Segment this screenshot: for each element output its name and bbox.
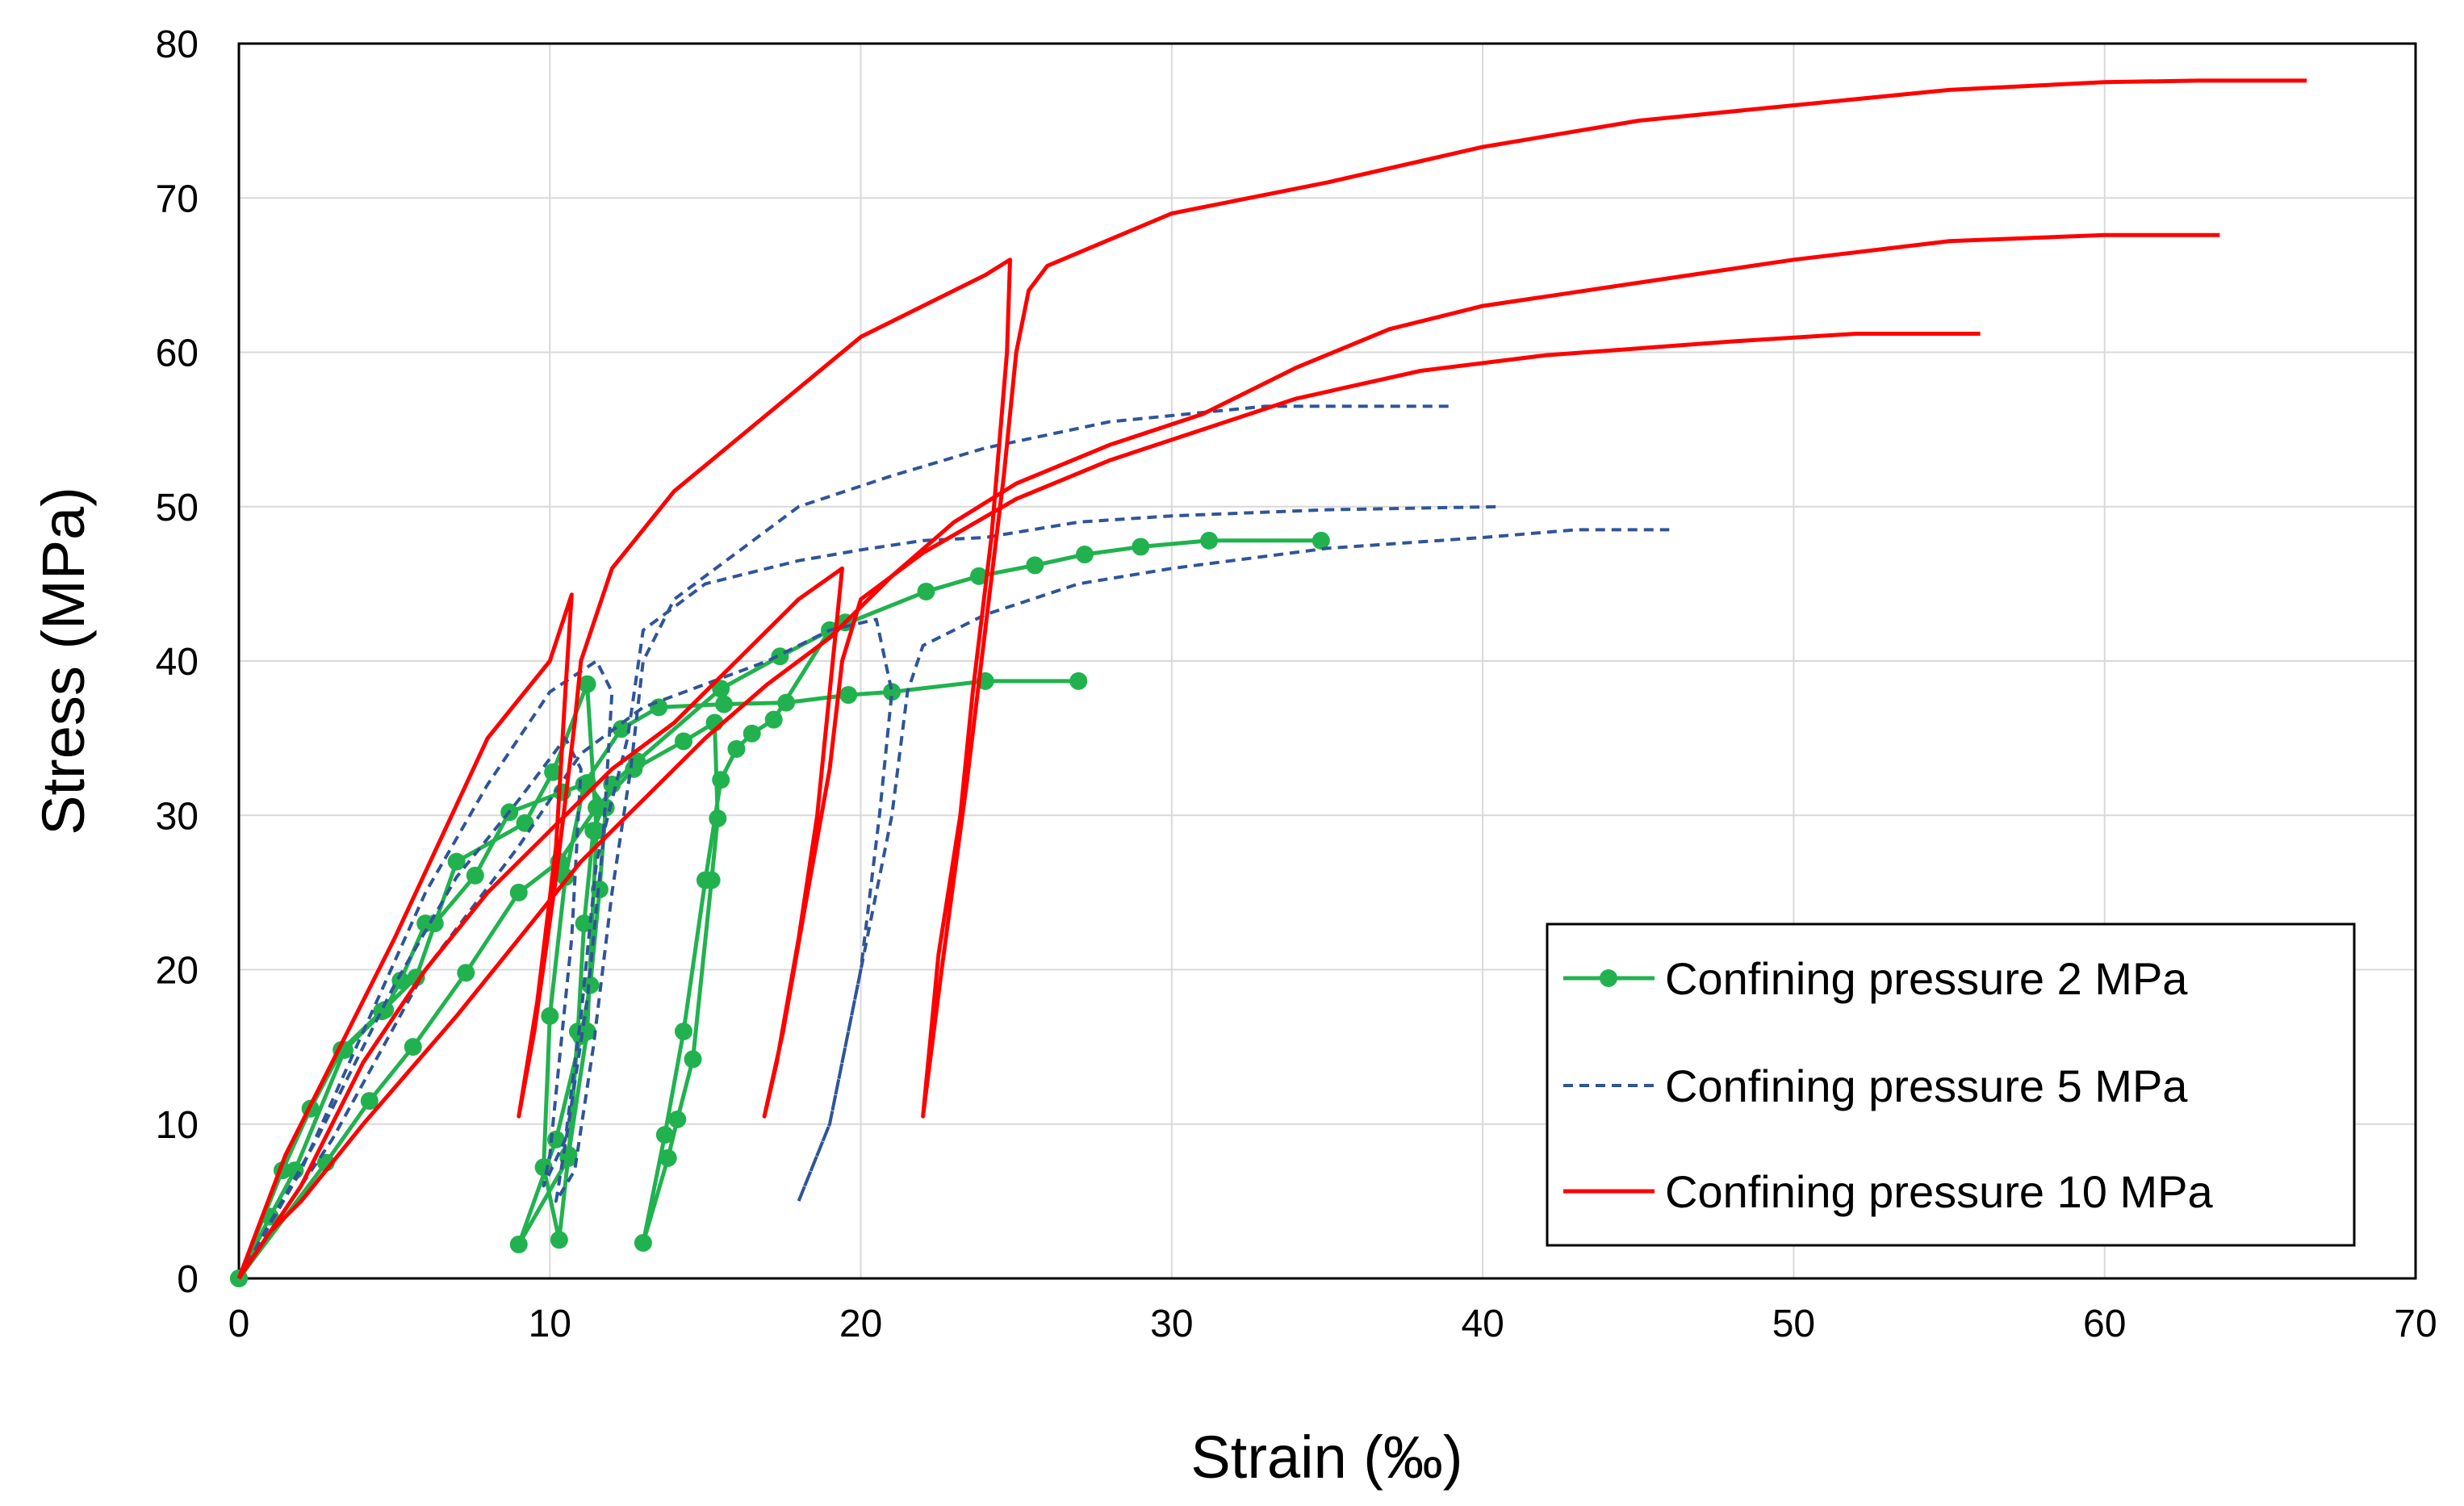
y-tick-label: 40 (156, 641, 199, 684)
plot-frame (237, 42, 2417, 1280)
x-axis-title: Strain (‰) (1190, 1424, 1462, 1491)
data-point (575, 914, 593, 933)
data-point (509, 883, 528, 902)
data-point (1200, 531, 1219, 550)
data-point (360, 1092, 379, 1111)
y-tick-label: 10 (156, 1104, 199, 1147)
data-point (1075, 546, 1094, 564)
y-tick-label: 20 (156, 950, 199, 993)
data-point (457, 964, 475, 982)
x-tick-label: 0 (228, 1303, 250, 1345)
legend-label-10mpa: Confining pressure 10 MPa (1665, 1166, 2213, 1217)
data-point (650, 698, 668, 717)
y-tick-label: 60 (156, 333, 199, 375)
series-line-1-2 (237, 528, 1670, 1280)
series-line-1-1 (237, 504, 1499, 1279)
y-tick-label: 0 (177, 1258, 199, 1301)
data-point (578, 675, 596, 693)
data-point (764, 710, 783, 729)
y-axis-title: Stress (MPa) (30, 487, 97, 835)
legend-box (1546, 922, 2356, 1247)
data-point (743, 724, 761, 743)
data-point (1311, 531, 1330, 550)
series-line-2-0 (236, 78, 2307, 1279)
x-tick-label: 20 (839, 1303, 882, 1345)
data-point (391, 971, 410, 989)
data-point (659, 1148, 677, 1167)
x-tick-label: 30 (1150, 1303, 1193, 1345)
data-point (674, 1023, 692, 1040)
data-point (1132, 538, 1150, 556)
data-point (839, 686, 858, 705)
y-tick-labels: 0 10 20 30 40 50 60 70 80 (156, 23, 199, 1301)
data-point (668, 1111, 687, 1129)
data-point (1026, 556, 1044, 575)
data-point (969, 567, 988, 585)
x-tick-label: 40 (1461, 1303, 1504, 1345)
data-point (541, 1006, 559, 1025)
data-point (696, 871, 714, 889)
data-point (715, 695, 734, 713)
data-point (709, 809, 727, 828)
data-point (425, 914, 444, 933)
data-point (883, 683, 902, 701)
x-tick-label: 10 (529, 1303, 571, 1345)
data-point (447, 852, 466, 871)
y-tick-label: 80 (156, 23, 199, 66)
y-tick-label: 30 (156, 795, 199, 838)
x-tick-label: 60 (2083, 1303, 2126, 1345)
x-tick-labels: 0 10 20 30 40 50 60 70 (228, 1303, 2437, 1345)
data-point (550, 1231, 568, 1249)
legend: Confining pressure 2 MPa Confining press… (1546, 922, 2356, 1247)
y-tick-label: 50 (156, 487, 199, 529)
grid (239, 44, 2416, 1278)
data-point (674, 732, 692, 751)
legend-label-5mpa: Confining pressure 5 MPa (1665, 1060, 2188, 1111)
series-line-2-1 (236, 332, 1981, 1280)
data-point (612, 720, 630, 738)
data-point (1069, 671, 1088, 690)
y-tick-label: 70 (156, 178, 199, 220)
data-point (712, 771, 730, 789)
data-point (727, 740, 746, 759)
data-point (634, 1234, 652, 1253)
data-point (655, 1126, 674, 1144)
legend-label-2mpa: Confining pressure 2 MPa (1665, 953, 2188, 1004)
series-group (230, 78, 2307, 1287)
data-point (584, 822, 603, 840)
legend-marker-2mpa (1600, 969, 1617, 987)
data-point (684, 1050, 702, 1069)
data-point (509, 1235, 528, 1253)
x-tick-label: 50 (1772, 1303, 1815, 1345)
x-tick-label: 70 (2394, 1303, 2437, 1345)
data-point (466, 866, 484, 885)
series-line-2-2 (236, 232, 2220, 1280)
data-point (544, 763, 563, 781)
data-point (404, 1038, 422, 1056)
data-point (917, 582, 935, 600)
data-point (712, 680, 730, 698)
series-line-1-0 (237, 404, 1452, 1279)
